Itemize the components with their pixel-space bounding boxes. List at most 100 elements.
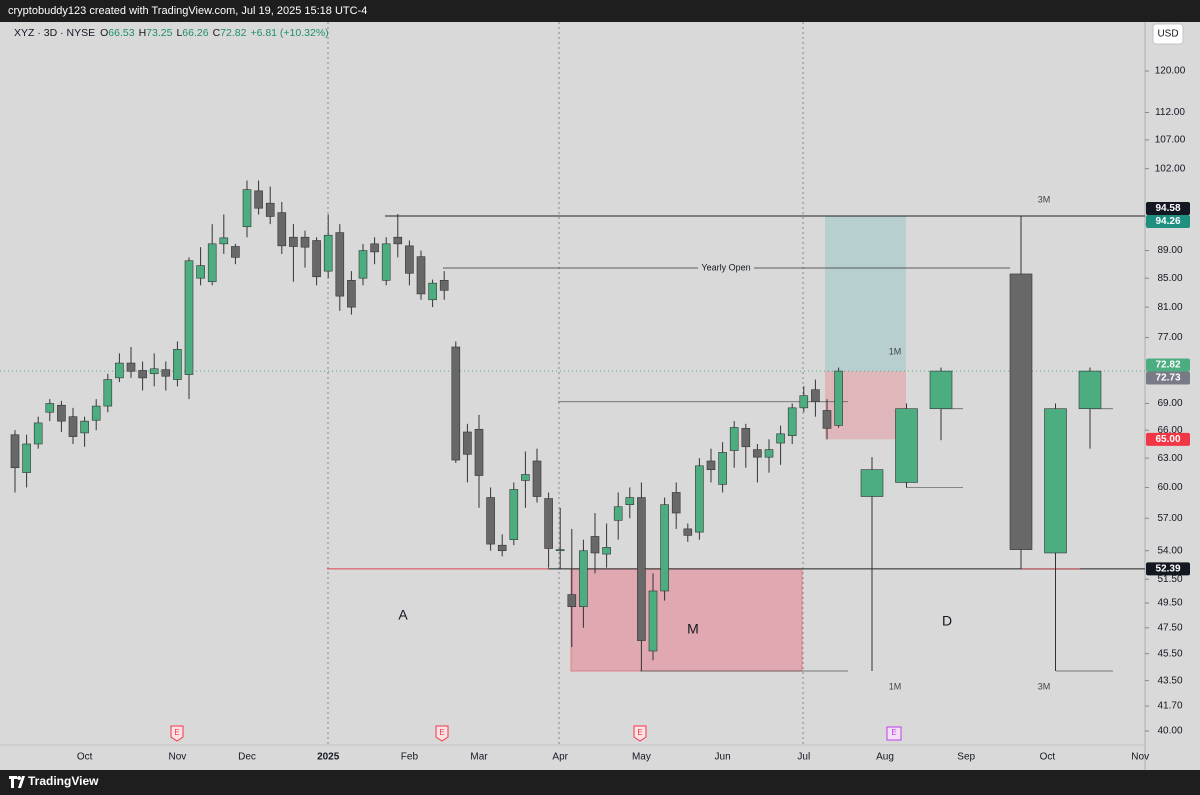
y-tick-label: 63.00	[1157, 453, 1182, 464]
candle-body	[45, 403, 55, 413]
x-tick-label: Feb	[401, 752, 419, 763]
candle-body	[895, 408, 918, 483]
y-tick-label: 107.00	[1155, 135, 1186, 146]
candle-body	[312, 240, 321, 278]
event-icon	[886, 726, 902, 741]
candle-body	[347, 280, 356, 308]
candle-body	[173, 349, 182, 380]
timeframe-label: 1M	[889, 681, 902, 691]
event-label: E	[891, 728, 896, 737]
candle-body	[405, 245, 414, 274]
legend-label: L	[176, 27, 182, 39]
price-tag-label: 94.26	[1155, 216, 1180, 227]
candle-body	[555, 549, 565, 552]
legend-symbol: XYZ · 3D · NYSE	[14, 27, 95, 39]
y-tick-label: 45.50	[1157, 648, 1182, 659]
candle-body	[254, 190, 263, 209]
x-tick-label: Nov	[1131, 752, 1149, 763]
candle-body	[1009, 273, 1033, 550]
candle-body	[184, 260, 194, 375]
y-tick-label: 81.00	[1157, 302, 1182, 313]
y-tick-label: 102.00	[1155, 163, 1186, 174]
legend-value: 73.25	[146, 27, 172, 39]
candle-body	[811, 389, 820, 403]
candle-body	[590, 536, 600, 554]
x-tick-label: Dec	[238, 752, 256, 763]
candle-body	[138, 370, 147, 379]
event-icon	[435, 725, 449, 742]
x-tick-label: Oct	[77, 752, 93, 763]
price-tag	[1146, 562, 1190, 576]
candle-body	[231, 246, 240, 258]
event-label: E	[439, 728, 444, 737]
timeframe-label: 3M	[1038, 681, 1051, 691]
y-tick-label: 41.70	[1157, 701, 1182, 712]
annotation: M	[687, 621, 699, 637]
candle-body	[741, 428, 751, 448]
candle-body	[474, 428, 484, 476]
x-tick-label: Jun	[715, 752, 731, 763]
candle-body	[323, 234, 333, 272]
currency-button[interactable]	[1152, 23, 1184, 45]
candle-body	[787, 407, 797, 436]
y-tick-label: 47.50	[1157, 622, 1182, 633]
y-tick-label: 54.00	[1157, 545, 1182, 556]
candle-body	[451, 346, 461, 461]
y-tick-label: 66.00	[1157, 425, 1182, 436]
candle-body	[613, 506, 623, 521]
y-tick-label: 57.00	[1157, 513, 1182, 524]
candle-body	[567, 594, 577, 607]
logo	[9, 776, 25, 788]
timeframe-label: 3M	[1038, 194, 1051, 204]
candle-body	[219, 237, 229, 245]
footer-brand: TradingView	[28, 774, 99, 788]
candle-body	[799, 395, 809, 409]
candle-body	[439, 280, 449, 291]
event-label: E	[174, 728, 179, 737]
candle-body	[753, 449, 762, 458]
candle-body	[196, 265, 205, 279]
candle-body	[497, 544, 507, 552]
legend-label: C	[213, 27, 221, 39]
x-tick-label: May	[632, 752, 651, 763]
candle-body	[463, 431, 472, 455]
price-tag-label: 72.73	[1155, 373, 1180, 384]
candle-body	[776, 433, 785, 444]
timeframe-label: 1M	[889, 346, 902, 356]
candle-body	[486, 497, 495, 545]
currency-label[interactable]: USD	[1157, 29, 1178, 40]
candle-body	[335, 232, 345, 297]
legend-label: O	[100, 27, 108, 39]
candle-body	[370, 243, 379, 253]
candle-body	[637, 497, 646, 641]
candle-body	[277, 212, 287, 247]
x-tick-label: Aug	[876, 752, 894, 763]
candle-body	[660, 504, 669, 592]
price-tag-label: 72.82	[1155, 360, 1180, 371]
candle-body	[126, 362, 136, 372]
candle-body	[729, 427, 739, 451]
candle-body	[834, 370, 843, 426]
label-bg	[698, 261, 754, 274]
x-tick-label: Oct	[1040, 752, 1056, 763]
candle-body	[671, 492, 681, 514]
y-tick-label: 40.00	[1157, 726, 1182, 737]
candle-body	[579, 550, 588, 607]
legend-label: H	[139, 27, 147, 39]
candle-body	[381, 243, 391, 281]
legend-change: +6.81 (+10.32%)	[250, 27, 328, 39]
candle-body	[115, 362, 124, 379]
candle-body	[300, 236, 310, 248]
header-bar	[0, 0, 1200, 22]
y-tick-label: 49.50	[1157, 598, 1182, 609]
candle-body	[10, 434, 20, 469]
annotation: A	[398, 607, 408, 623]
price-tag-label: 65.00	[1155, 434, 1180, 445]
candle-body	[544, 498, 553, 549]
candle-body	[358, 250, 368, 279]
candle-body	[57, 404, 66, 422]
price-tag	[1146, 215, 1190, 229]
x-tick-label: Nov	[169, 752, 187, 763]
price-tag	[1146, 371, 1190, 385]
